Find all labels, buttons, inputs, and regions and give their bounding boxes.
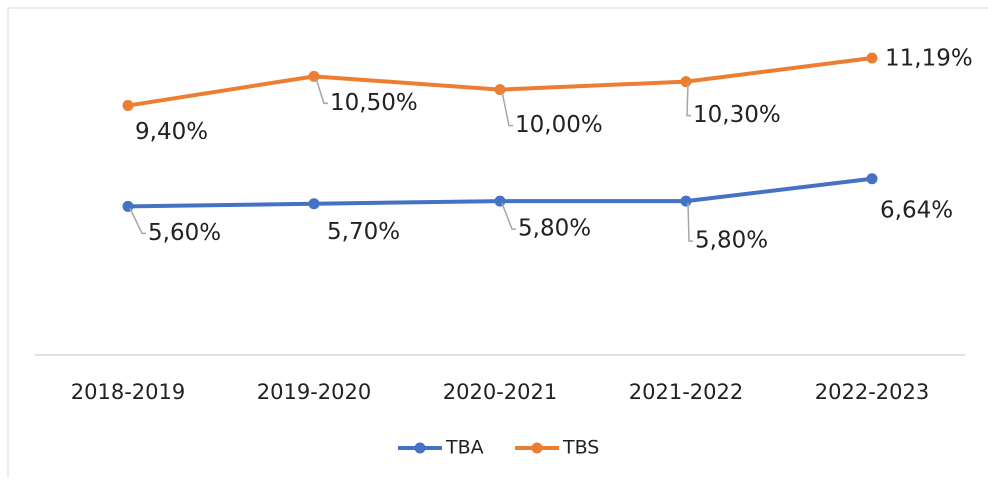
marker bbox=[680, 195, 692, 207]
x-tick-label: 2020-2021 bbox=[443, 380, 557, 404]
marker bbox=[494, 195, 506, 207]
data-label: 5,70% bbox=[327, 219, 400, 245]
data-label: 5,80% bbox=[695, 228, 768, 254]
data-label: 10,50% bbox=[330, 90, 418, 116]
data-label: 5,60% bbox=[148, 220, 221, 246]
legend-marker bbox=[414, 442, 426, 454]
marker bbox=[866, 173, 878, 185]
x-tick-label: 2021-2022 bbox=[629, 380, 743, 404]
data-label: 6,64% bbox=[880, 197, 953, 223]
series-line bbox=[127, 56, 873, 108]
marker bbox=[122, 100, 134, 112]
marker bbox=[308, 198, 320, 210]
x-tick-label: 2022-2023 bbox=[815, 380, 929, 404]
x-tick-label: 2019-2020 bbox=[257, 380, 371, 404]
leader-line bbox=[687, 203, 693, 242]
leader-line bbox=[686, 83, 691, 117]
data-label: 11,19% bbox=[885, 46, 973, 72]
marker bbox=[866, 52, 878, 64]
leader-line bbox=[129, 208, 146, 235]
legend-label: TBA bbox=[445, 437, 484, 459]
data-label: 9,40% bbox=[135, 119, 208, 145]
legend-marker bbox=[531, 442, 543, 454]
data-label: 5,80% bbox=[518, 216, 591, 242]
marker bbox=[122, 200, 134, 212]
marker bbox=[494, 84, 506, 96]
x-tick-label: 2018-2019 bbox=[71, 380, 185, 404]
leader-line bbox=[501, 91, 513, 127]
marker bbox=[308, 70, 320, 82]
data-label: 10,00% bbox=[515, 112, 603, 138]
legend-label: TBS bbox=[562, 437, 599, 459]
leader-line bbox=[501, 202, 516, 230]
leader-line bbox=[315, 78, 328, 105]
data-label: 10,30% bbox=[693, 102, 781, 128]
marker bbox=[680, 76, 692, 88]
